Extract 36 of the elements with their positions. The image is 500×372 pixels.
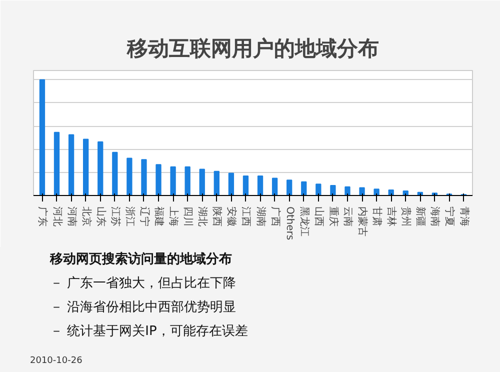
- x-tick-label: 陕西: [211, 206, 224, 226]
- x-tick-label: 湖南: [254, 206, 267, 226]
- x-tick-label: 安徽: [226, 206, 238, 226]
- x-tick-label: 贵州: [400, 206, 412, 226]
- x-tick-label: Others: [284, 206, 295, 240]
- x-tick-label: 青海: [458, 206, 470, 226]
- text: － 统计基于网关IP，可能存在误差: [50, 323, 248, 341]
- chart-title: 移动互联网用户的地域分布: [126, 36, 379, 60]
- text: － 广东一省独大，但占比在下降: [50, 275, 236, 293]
- x-tick-label: 黑龙江: [298, 206, 310, 236]
- x-tick-label: 新疆: [414, 206, 427, 226]
- x-tick-label: 广西: [269, 206, 282, 226]
- x-tick-label: 河北: [51, 206, 64, 226]
- x-tick-label: 重庆: [327, 206, 340, 226]
- x-tick-label: 广东: [36, 206, 49, 226]
- x-tick-label: 云南: [342, 206, 354, 226]
- x-tick-label: 吉林: [386, 206, 398, 226]
- x-tick-label: 内蒙古: [356, 206, 369, 236]
- x-tick-label: 浙江: [124, 206, 136, 226]
- x-tick-label: 北京: [80, 206, 92, 226]
- x-tick-label: 海南: [429, 206, 442, 226]
- x-tick-label: 江西: [240, 206, 252, 226]
- text: 移动网页搜索访问量的地域分布: [50, 251, 232, 269]
- x-tick-label: 山西: [312, 206, 325, 226]
- x-tick-label: 宁夏: [444, 206, 456, 226]
- x-tick-label: 河南: [66, 206, 78, 226]
- text: － 沿海省份相比中西部优势明显: [50, 299, 236, 317]
- x-tick-label: 辽宁: [138, 206, 150, 226]
- x-tick-label: 甘肃: [371, 206, 384, 226]
- x-tick-label: 福建: [153, 206, 166, 226]
- x-tick-label: 江苏: [109, 206, 122, 226]
- x-tick-label: 四川: [182, 206, 194, 226]
- text: 2010-10-26: [30, 355, 82, 368]
- x-tick-label: 湖北: [196, 206, 209, 226]
- x-tick-label: 上海: [168, 206, 180, 226]
- x-tick-label: 山东: [94, 206, 107, 226]
